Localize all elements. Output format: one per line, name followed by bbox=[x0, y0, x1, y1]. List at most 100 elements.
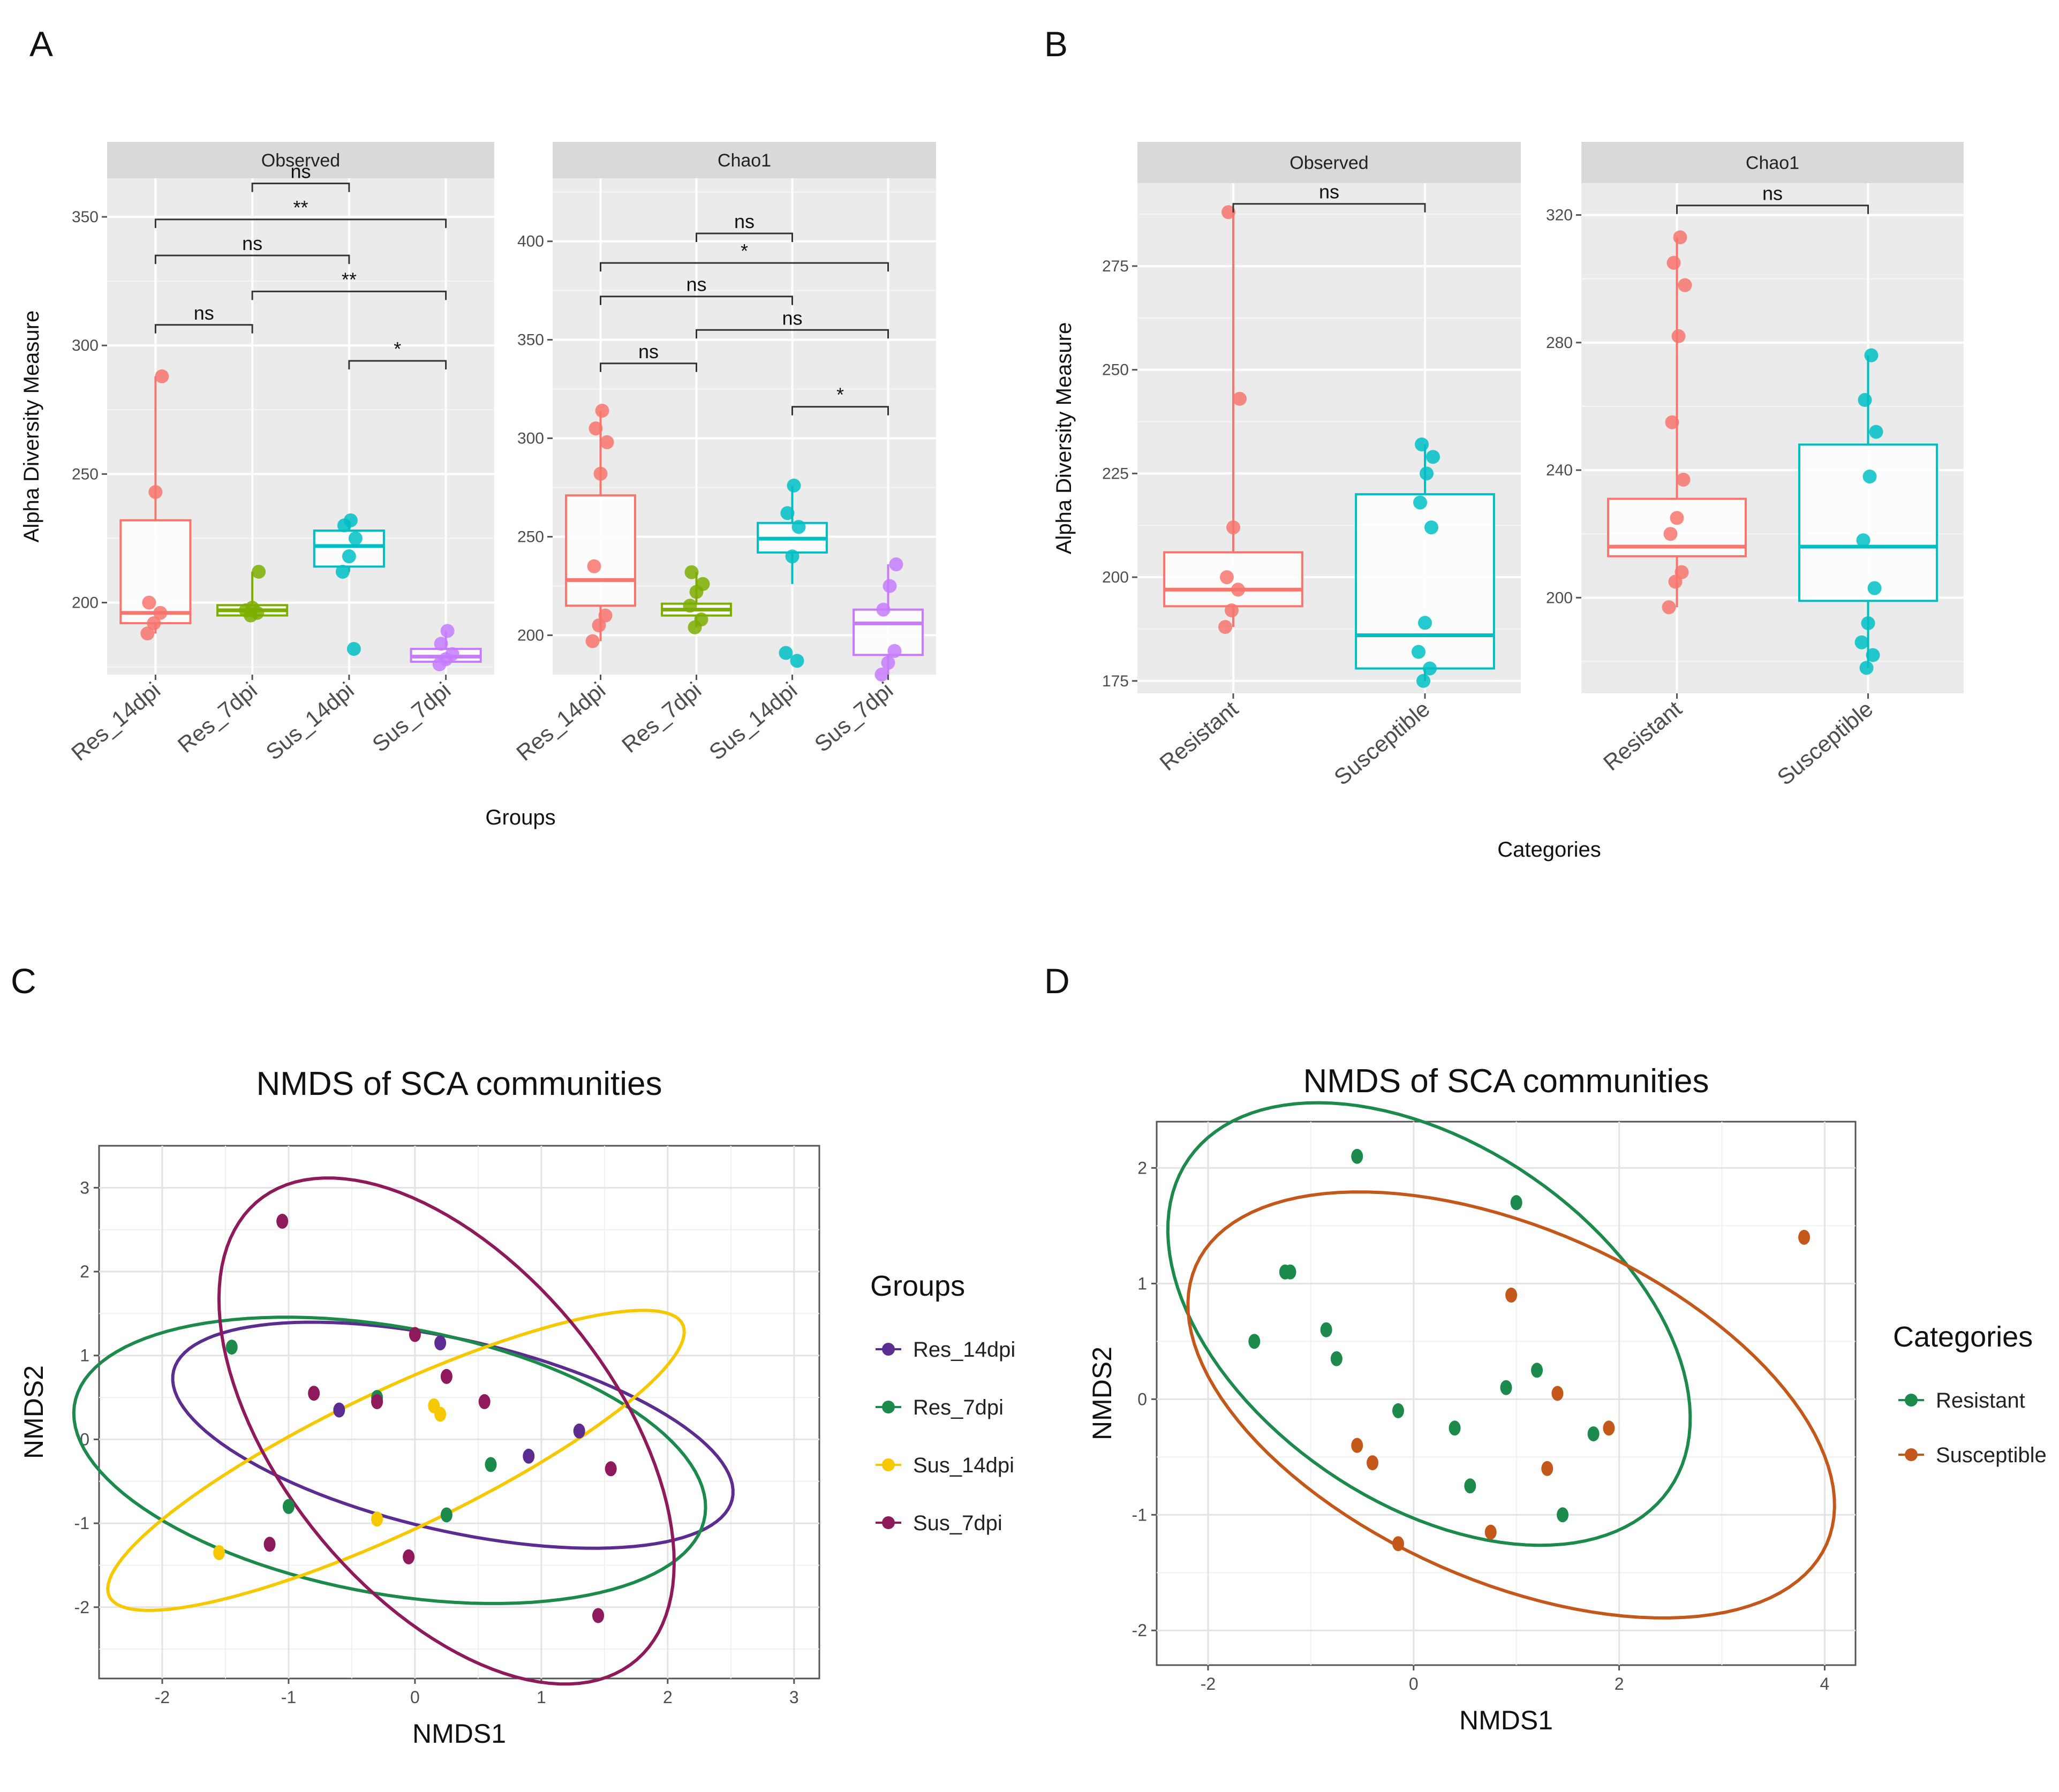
facet-strip-label: Observed bbox=[261, 150, 340, 171]
x-tick-label: -1 bbox=[281, 1688, 296, 1707]
data-point bbox=[147, 616, 161, 630]
x-tick-label: Susceptible bbox=[1329, 696, 1435, 790]
legend-item-label: Res_7dpi bbox=[913, 1396, 1004, 1419]
data-point bbox=[1856, 533, 1871, 548]
data-point bbox=[1233, 391, 1247, 406]
data-point bbox=[1866, 648, 1880, 662]
x-tick-label: Sus_7dpi bbox=[810, 677, 897, 757]
data-point bbox=[1869, 425, 1883, 439]
panel-label-d: D bbox=[1044, 961, 1070, 1001]
data-point bbox=[592, 618, 606, 633]
data-point bbox=[595, 404, 609, 418]
y-tick-label: 250 bbox=[1102, 361, 1129, 379]
data-point bbox=[1424, 520, 1438, 535]
plot-panel bbox=[98, 1145, 820, 1680]
data-point bbox=[1859, 661, 1874, 675]
significance-label: ns bbox=[290, 161, 311, 183]
facet-strip bbox=[553, 142, 936, 178]
data-point-susceptible bbox=[1541, 1461, 1553, 1476]
y-tick-label: 200 bbox=[517, 626, 544, 644]
data-point-resistant bbox=[1531, 1363, 1543, 1378]
data-point bbox=[683, 599, 697, 613]
plot-panel bbox=[1581, 183, 1964, 693]
data-point bbox=[434, 637, 448, 651]
data-point bbox=[1413, 495, 1427, 510]
significance-label: * bbox=[741, 240, 748, 262]
data-point-resistant bbox=[1557, 1507, 1569, 1523]
facet-strip-label: Chao1 bbox=[718, 150, 771, 171]
chart-d-nmds-categories: NMDS of SCA communities -2 0 2 4 -2 -1 0 1 2 NMDS1… bbox=[1087, 1063, 2047, 1735]
data-point bbox=[1420, 466, 1434, 481]
y-tick-label: 350 bbox=[72, 208, 99, 226]
x-tick-label: 0 bbox=[410, 1688, 420, 1707]
box-res_14dpi bbox=[119, 519, 192, 624]
box-sus_7dpi bbox=[853, 608, 924, 656]
x-axis-title: NMDS1 bbox=[1459, 1705, 1553, 1735]
significance-bracket bbox=[1676, 205, 1869, 214]
y-tick-label: 300 bbox=[72, 337, 99, 354]
data-point bbox=[1426, 450, 1440, 464]
legend-item-label: Sus_14dpi bbox=[913, 1454, 1014, 1477]
data-point bbox=[1671, 329, 1686, 343]
data-point bbox=[1220, 570, 1234, 585]
x-tick-label: 2 bbox=[1615, 1674, 1624, 1693]
data-point-sus_7dpi bbox=[592, 1608, 605, 1623]
data-point bbox=[1858, 393, 1872, 407]
significance-label: ns bbox=[686, 274, 706, 296]
y-tick-label: 225 bbox=[1102, 465, 1129, 482]
chart-title: NMDS of SCA communities bbox=[257, 1065, 662, 1102]
significance-label: ** bbox=[293, 196, 308, 218]
significance-label: ns bbox=[1319, 181, 1339, 203]
data-point-sus_7dpi bbox=[605, 1461, 617, 1477]
facet-strip bbox=[107, 142, 494, 178]
significance-label: ns bbox=[782, 307, 802, 329]
legend-key-marker bbox=[882, 1401, 895, 1413]
y-tick-label: 2 bbox=[1137, 1158, 1147, 1177]
data-point-res_14dpi bbox=[434, 1335, 447, 1351]
data-point bbox=[335, 564, 350, 579]
data-point bbox=[600, 435, 614, 449]
legend-item-label: Susceptible bbox=[1936, 1443, 2047, 1467]
y-tick-label: 400 bbox=[517, 233, 544, 251]
data-point bbox=[140, 626, 155, 641]
data-point bbox=[598, 608, 613, 623]
facet-strip-label: Chao1 bbox=[1746, 153, 1799, 173]
significance-label: ** bbox=[342, 268, 357, 290]
y-tick-label: 0 bbox=[1137, 1389, 1147, 1409]
significance-bracket bbox=[251, 290, 447, 300]
data-point bbox=[1862, 469, 1877, 483]
x-tick-label: Res_14dpi bbox=[66, 677, 165, 766]
data-point bbox=[696, 577, 710, 591]
y-tick-label: 3 bbox=[80, 1178, 89, 1197]
significance-bracket bbox=[1232, 203, 1426, 213]
y-tick-label: 200 bbox=[1102, 569, 1129, 586]
legend-item-label: Resistant bbox=[1936, 1389, 2025, 1412]
data-point-res_7dpi bbox=[282, 1499, 295, 1514]
data-point-res_7dpi bbox=[440, 1507, 452, 1523]
data-point bbox=[1225, 603, 1239, 618]
data-point-resistant bbox=[1464, 1478, 1476, 1494]
data-point bbox=[142, 595, 156, 610]
significance-label: * bbox=[394, 338, 401, 360]
data-point bbox=[876, 602, 891, 617]
x-tick-label: Resistant bbox=[1598, 696, 1687, 776]
facet-strip bbox=[1581, 142, 1964, 183]
chart-b-alpha-diversity-categories: Observed 175 200 225 250 275 ns Resistant Suscep… bbox=[1052, 142, 1964, 861]
legend-key-marker bbox=[882, 1516, 895, 1529]
data-point-resistant bbox=[1320, 1322, 1332, 1337]
data-point-res_14dpi bbox=[573, 1423, 585, 1439]
y-tick-label: 200 bbox=[72, 594, 99, 612]
data-point-susceptible bbox=[1603, 1420, 1615, 1436]
confidence-ellipse-sus_14dpi bbox=[106, 1309, 686, 1612]
data-point-resistant bbox=[1500, 1380, 1512, 1395]
y-tick-label: 1 bbox=[80, 1346, 89, 1365]
data-point-resistant bbox=[1330, 1351, 1343, 1366]
data-point bbox=[1665, 415, 1679, 429]
x-tick-label: 2 bbox=[663, 1688, 673, 1707]
x-tick-label: Sus_14dpi bbox=[261, 677, 358, 765]
data-point bbox=[1867, 581, 1882, 595]
data-point-susceptible bbox=[1367, 1455, 1379, 1471]
y-tick-label: 240 bbox=[1546, 462, 1573, 479]
box-susceptible bbox=[1798, 443, 1939, 602]
data-point bbox=[343, 513, 358, 527]
